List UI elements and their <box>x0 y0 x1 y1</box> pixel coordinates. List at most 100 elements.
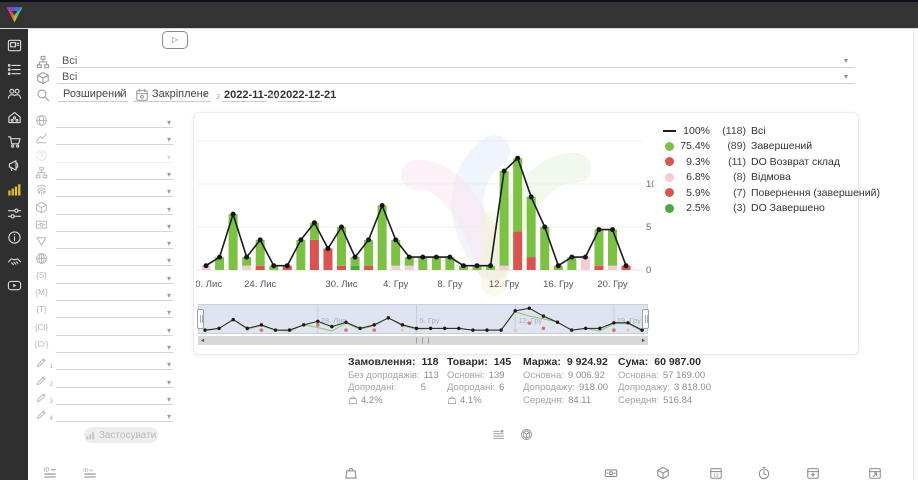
chevron-down-icon: ▾ <box>166 412 171 422</box>
stat-products-main: Товари: 145 <box>447 356 512 368</box>
custom-field-1-filter-input[interactable] <box>56 357 173 371</box>
legend-entry[interactable]: 2.5% (3) DO Завершено <box>662 201 854 217</box>
grouping-package-icon[interactable] <box>520 428 533 441</box>
time-column-icon[interactable] <box>757 466 771 480</box>
sidebar-nav <box>0 29 28 480</box>
chart-navigator[interactable]: 28. Лис 5. Гру 12. Гру 19. Гру <box>197 304 649 334</box>
sidebar-item-warehouse[interactable] <box>7 110 22 125</box>
date-from-input[interactable] <box>222 101 266 102</box>
stat-products-row: Допродані: 6 <box>447 382 505 393</box>
custom-field-3-filter-input[interactable] <box>56 392 173 405</box>
sidebar-item-purchases[interactable] <box>7 134 22 149</box>
utm-content-filter-input[interactable] <box>56 323 173 336</box>
legend-entry[interactable]: 75.4% (89) Завершений <box>662 139 854 155</box>
id-column-icon[interactable]: ID <box>43 466 57 480</box>
window-scroll-track[interactable] <box>913 29 918 480</box>
package-column-icon[interactable] <box>656 466 670 480</box>
scroll-left-icon[interactable]: ◄ <box>199 337 206 344</box>
custom-field-2-filter-input[interactable] <box>56 375 173 388</box>
svg-text:ID-o: ID-o <box>83 468 93 474</box>
utm-term-filter-input[interactable] <box>56 305 173 319</box>
product-filter-select[interactable] <box>57 83 855 84</box>
stat-products-upsell: 4.1% <box>447 395 499 406</box>
legend-label: DO Возврат склад <box>751 155 841 168</box>
trend-filter-input[interactable] <box>56 132 173 146</box>
svg-text:20. Гру: 20. Гру <box>597 279 628 290</box>
legend-entry[interactable]: 9.3% (11) DO Возврат склад <box>662 154 854 170</box>
sidebar-item-orders[interactable] <box>7 62 22 77</box>
source-filter-select[interactable] <box>57 67 855 68</box>
sidebar-item-info[interactable] <box>7 230 22 245</box>
legend-swatch <box>662 141 677 151</box>
scrollbar-grip[interactable]: ❘❘❘ <box>413 338 433 344</box>
sidebar-item-tutorials[interactable] <box>7 278 22 293</box>
navigator-left-handle[interactable] <box>197 309 204 329</box>
money-column-icon[interactable] <box>604 466 618 480</box>
summary-list-icon[interactable] <box>492 428 505 441</box>
stat-orders: Замовлення: 118 Без допродажів: 113 Допродан… <box>348 356 439 406</box>
legend-swatch <box>662 188 677 198</box>
sidebar-item-settings[interactable] <box>7 206 22 221</box>
date-to-input[interactable] <box>278 101 322 102</box>
chevron-down-icon: ▾ <box>166 204 171 214</box>
orders-chart[interactable]: 20. Лис 24. Лис 30. Лис 4. Гру 8. Гру 12. Гру… <box>196 117 654 295</box>
legend-entry[interactable]: 6.8% (8) Відмова <box>662 170 854 186</box>
funnel-filter-input[interactable] <box>56 236 173 250</box>
stat-total-row: Допродажу: 3 818.00 <box>618 382 711 393</box>
utm-term-filter: {T} ▾ <box>33 303 173 319</box>
sidebar-item-customers[interactable] <box>7 86 22 101</box>
utm-content-filter: {Ct} ▾ <box>33 321 173 337</box>
package-icon <box>36 71 50 85</box>
svg-text:20. Лис: 20. Лис <box>196 279 222 290</box>
cube-icon <box>35 201 48 214</box>
legend-label: Повернення (завершений) <box>751 186 880 199</box>
legend-entry[interactable]: 5.9% (7) Повернення (завершений) <box>662 185 880 201</box>
date-to-value: 2022-12-21 <box>280 89 337 101</box>
navigator-right-handle[interactable] <box>642 309 649 329</box>
utm-campaign-filter-input[interactable] <box>56 340 173 353</box>
brand-logo-icon[interactable] <box>4 4 25 24</box>
sidebar-item-partners[interactable] <box>7 254 22 269</box>
help-icon <box>35 149 48 162</box>
custom-field-4-filter-input[interactable] <box>56 409 173 423</box>
chevron-down-icon: ▾ <box>844 56 849 65</box>
chevron-down-icon: ▾ <box>166 325 171 335</box>
scroll-right-icon[interactable]: ► <box>640 337 647 344</box>
chevron-down-icon: ▾ <box>166 169 171 179</box>
id-o-column-icon[interactable]: ID-o <box>83 466 97 480</box>
sidebar-item-marketing[interactable] <box>7 158 22 173</box>
from-label: з <box>216 91 221 101</box>
web-filter-input[interactable] <box>56 253 173 267</box>
mode-select[interactable] <box>58 101 128 102</box>
geo-filter-input[interactable] <box>56 115 173 128</box>
legend-label: Всі <box>751 124 766 137</box>
utm-campaign-filter-icon: {Cr} <box>34 339 49 349</box>
apply-button[interactable]: Застосувати <box>84 427 158 443</box>
stat-products: Товари: 145 Основні: 139 Допродані: 6 4.1% <box>447 356 512 406</box>
custom-field-2-filter: 2 ▾ <box>33 373 173 389</box>
date-from-value: 2022-11-20 <box>224 89 280 101</box>
identity-filter-input[interactable] <box>56 184 173 198</box>
utm-source-filter: {S} ▾ <box>33 269 173 285</box>
top-bar <box>0 2 918 29</box>
chevron-down-icon: ▾ <box>166 221 171 231</box>
sidebar-item-statistics[interactable] <box>7 182 22 197</box>
date-edit-column-icon[interactable] <box>868 466 882 480</box>
period-select[interactable] <box>133 101 211 102</box>
payment-filter-input[interactable] <box>56 219 173 232</box>
legend-percent: 9.3% <box>686 155 710 168</box>
structure-filter-input[interactable] <box>56 167 173 180</box>
date-add-column-icon[interactable] <box>806 466 820 480</box>
product-filter-input[interactable] <box>56 202 173 215</box>
chart-scrollbar[interactable]: ◄ ❘❘❘ ► <box>198 336 648 345</box>
date-column-icon[interactable]: 12 <box>709 466 723 480</box>
sidebar-item-dashboard[interactable] <box>7 38 22 53</box>
video-tutorial-button[interactable]: ▷ <box>162 31 188 49</box>
utm-source-filter-input[interactable] <box>56 271 173 284</box>
legend-swatch <box>662 157 677 167</box>
legend-swatch <box>662 172 677 182</box>
legend-percent: 75.4% <box>680 140 710 153</box>
bag-column-icon[interactable] <box>344 466 358 480</box>
utm-medium-filter-input[interactable] <box>56 288 173 301</box>
legend-entry[interactable]: 100% (118) Всі <box>662 123 854 139</box>
